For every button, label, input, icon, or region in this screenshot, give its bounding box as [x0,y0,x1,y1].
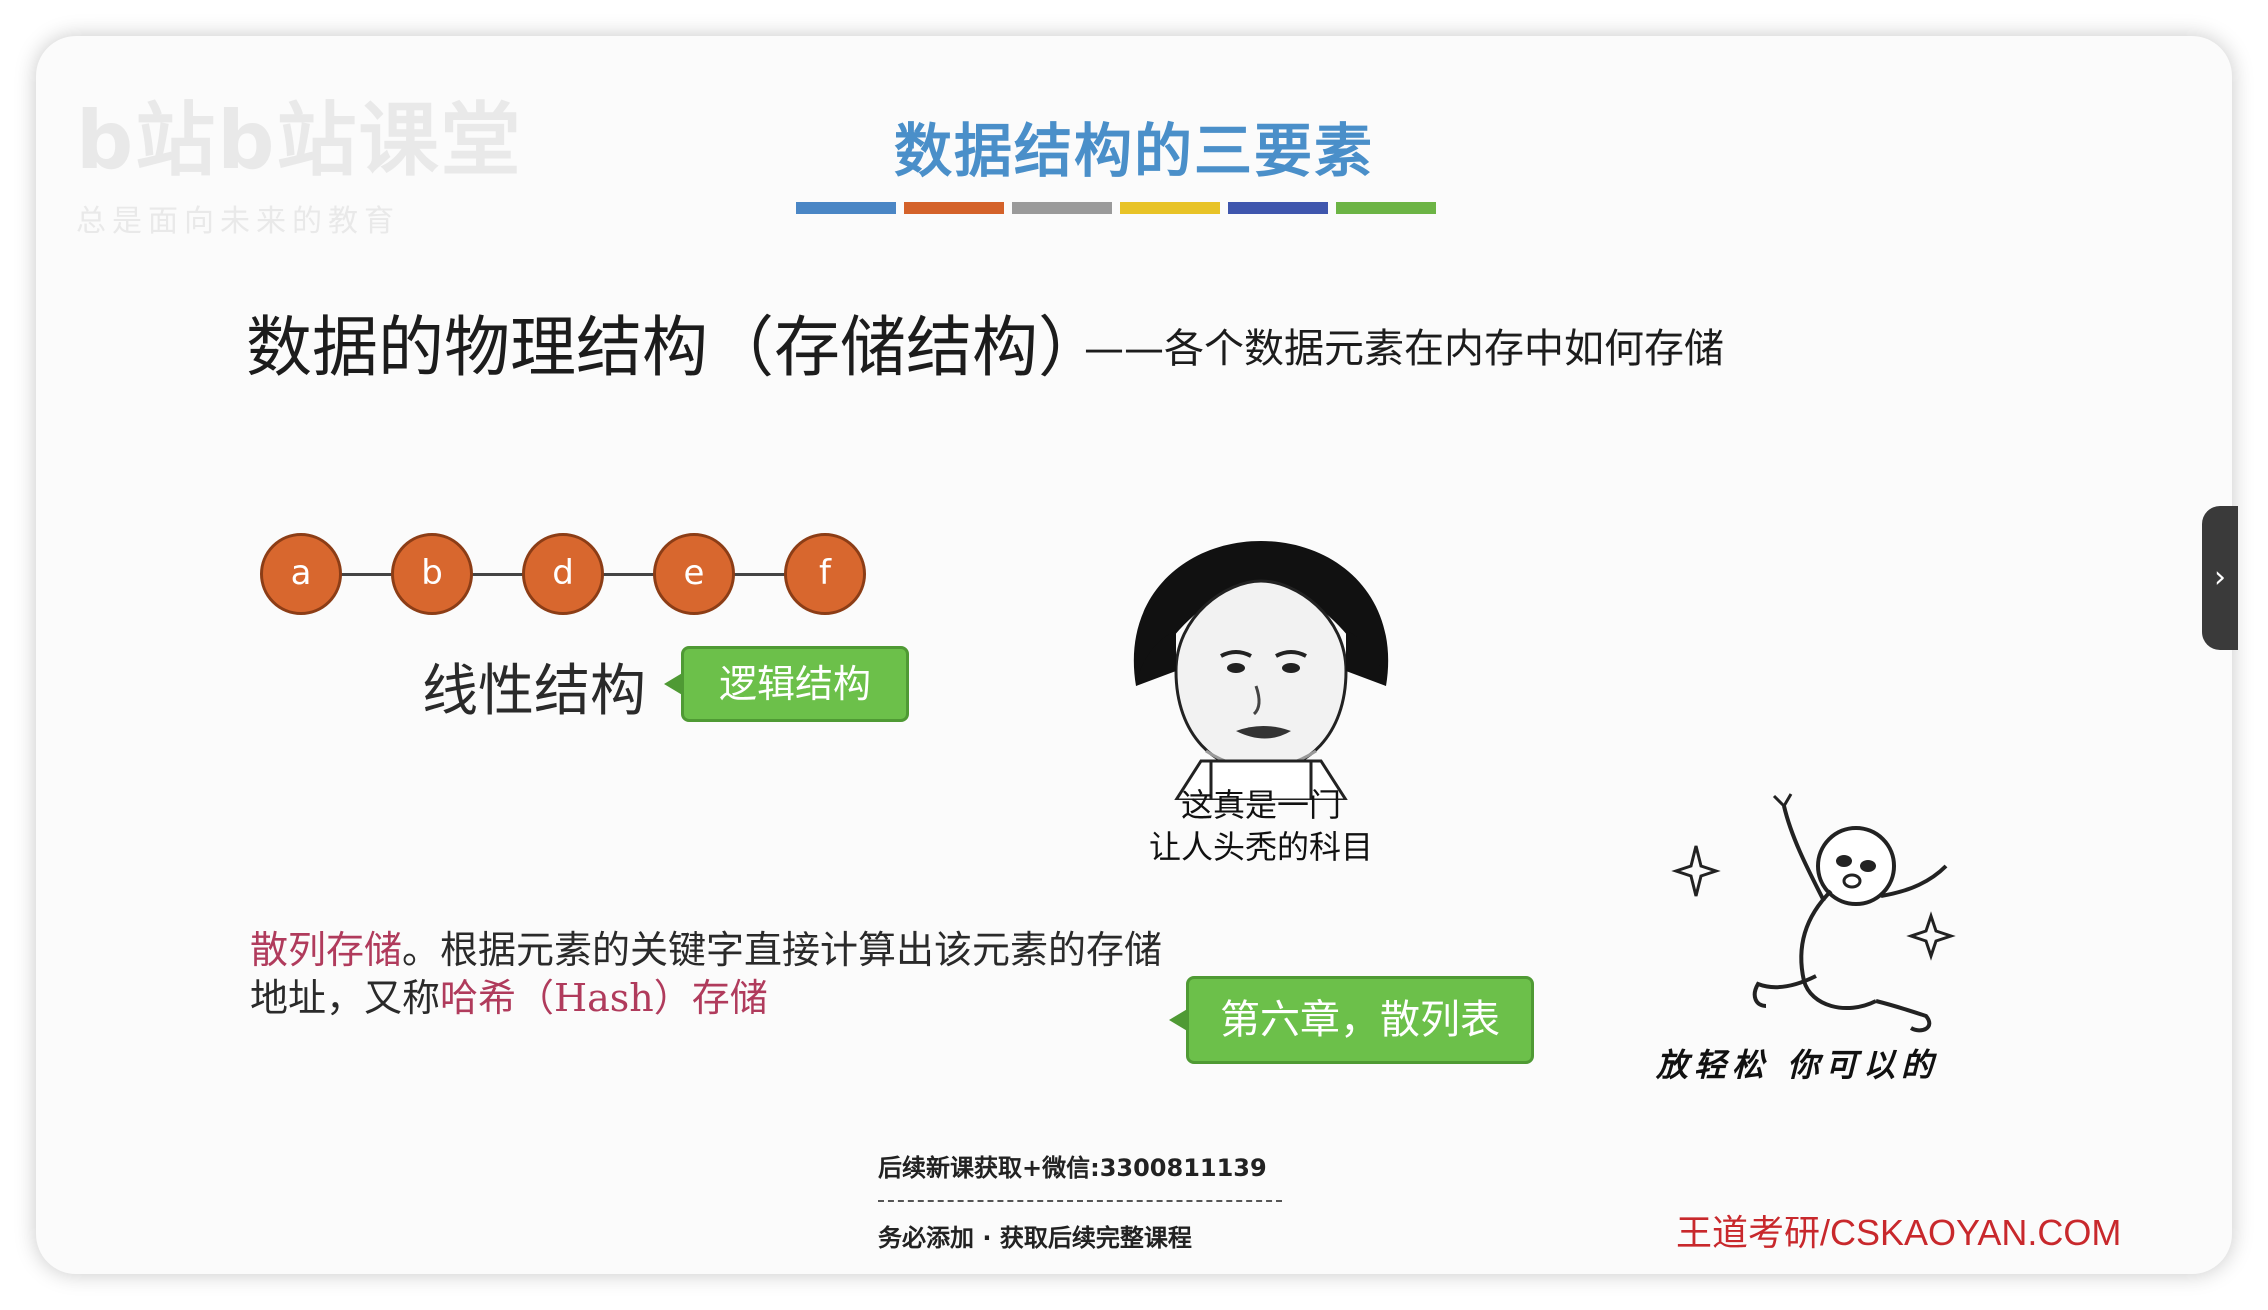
node-d: d [522,533,604,615]
hash-storage-term: 散列存储 [250,928,403,972]
footer-divider [878,1200,1282,1202]
physical-structure-heading: 数据的物理结构（存储结构） [246,309,1104,386]
meme-face-caption: 这真是一门 让人头秃的科目 [1136,784,1386,868]
linear-structure-label: 线性结构 [422,659,646,724]
slide-title: 数据结构的三要素 [893,117,1374,185]
node-e: e [653,533,735,615]
physical-structure-note: ——各个数据元素在内存中如何存储 [1084,326,1724,372]
brand-footer: 王道考研/CSKAOYAN.COM [1676,1212,2122,1253]
color-bar-4 [1120,202,1220,214]
hash-storage-text: 。根据元素的关键字直接计算出该元素的存储地址，又称 [250,928,1163,1020]
watermark-line2: 总是面向未来的教育 [76,204,400,239]
slide-frame: b站b站课堂 总是面向未来的教育 数据结构的三要素 数据的物理结构（存储结构） … [36,36,2232,1274]
meme-face-caption-line1: 这真是一门 [1180,786,1341,824]
node-a: a [260,533,342,615]
chapter-six-callout: 第六章，散列表 [1169,976,1534,1064]
next-slide-button[interactable]: › [2202,506,2238,650]
color-bar-6 [1336,202,1436,214]
node-f: f [784,533,866,615]
dancing-stickman-icon [1671,793,1956,1033]
hash-storage-description: 散列存储。根据元素的关键字直接计算出该元素的存储地址，又称哈希（Hash）存储 [250,926,1180,1022]
color-bar-2 [904,202,1004,214]
footer-note: 务必添加 · 获取后续完整课程 [878,1224,1192,1252]
footer-contact: 后续新课获取+微信:3300811139 [878,1154,1267,1182]
hash-storage-alias: 哈希（Hash）存储 [440,976,768,1020]
watermark-line1: b站b站课堂 [76,94,523,187]
chevron-right-icon: › [2214,560,2226,595]
logic-structure-callout: 逻辑结构 [664,646,909,722]
color-bar-1 [796,202,896,214]
meme-face-caption-line2: 让人头秃的科目 [1148,828,1373,866]
node-b: b [391,533,473,615]
watermark-logo: b站b站课堂 总是面向未来的教育 [76,76,523,240]
dancing-stickman-caption: 放轻松 你可以的 [1656,1046,1940,1084]
slide: b站b站课堂 总是面向未来的教育 数据结构的三要素 数据的物理结构（存储结构） … [36,36,2232,1274]
color-bar-5 [1228,202,1328,214]
color-bar-3 [1012,202,1112,214]
meme-face-icon [1133,541,1389,800]
